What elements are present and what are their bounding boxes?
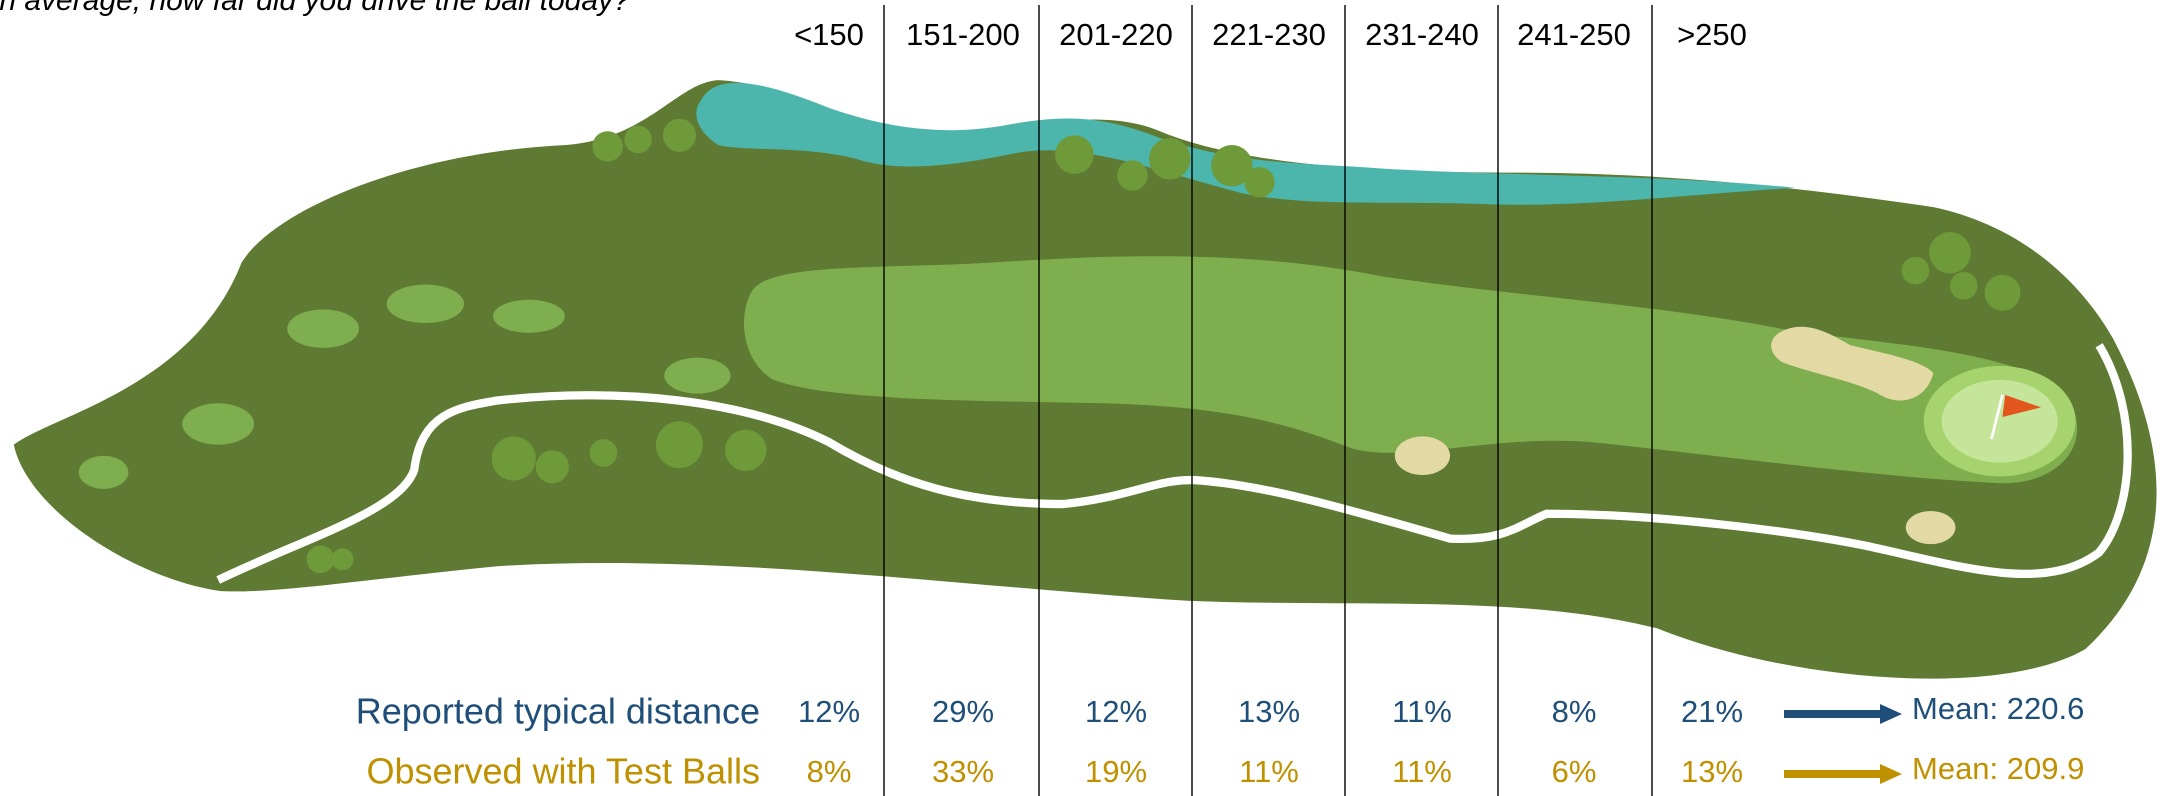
value-label: 11%	[1392, 754, 1452, 789]
column-header: <150	[794, 17, 864, 52]
value-label: 11%	[1239, 754, 1299, 789]
column-header: 151-200	[906, 17, 1020, 52]
mean-label: Mean: 209.9	[1912, 751, 2084, 786]
value-label: 13%	[1238, 694, 1300, 729]
column-header: 231-240	[1365, 17, 1479, 52]
column-header: 241-250	[1517, 17, 1631, 52]
value-label: 33%	[932, 754, 994, 789]
row-label: Observed with Test Balls	[366, 751, 760, 792]
value-label: 8%	[807, 754, 852, 789]
question-title: On average, how far did you drive the ba…	[0, 0, 630, 17]
arrow-shaft	[1784, 770, 1884, 778]
column-header: 221-230	[1212, 17, 1326, 52]
column-header: >250	[1677, 17, 1747, 52]
value-label: 12%	[798, 694, 860, 729]
arrow-shaft	[1784, 710, 1884, 718]
value-label: 21%	[1681, 694, 1743, 729]
value-label: 13%	[1681, 754, 1743, 789]
value-label: 11%	[1392, 694, 1452, 729]
value-label: 12%	[1085, 694, 1147, 729]
value-label: 29%	[932, 694, 994, 729]
value-label: 6%	[1552, 754, 1597, 789]
arrow-head	[1880, 704, 1902, 724]
value-label: 8%	[1552, 694, 1597, 729]
mean-label: Mean: 220.6	[1912, 691, 2084, 726]
row-label: Reported typical distance	[356, 691, 760, 732]
value-label: 19%	[1085, 754, 1147, 789]
arrow-head	[1880, 764, 1902, 784]
golf-course	[13, 80, 2157, 679]
column-header: 201-220	[1059, 17, 1173, 52]
